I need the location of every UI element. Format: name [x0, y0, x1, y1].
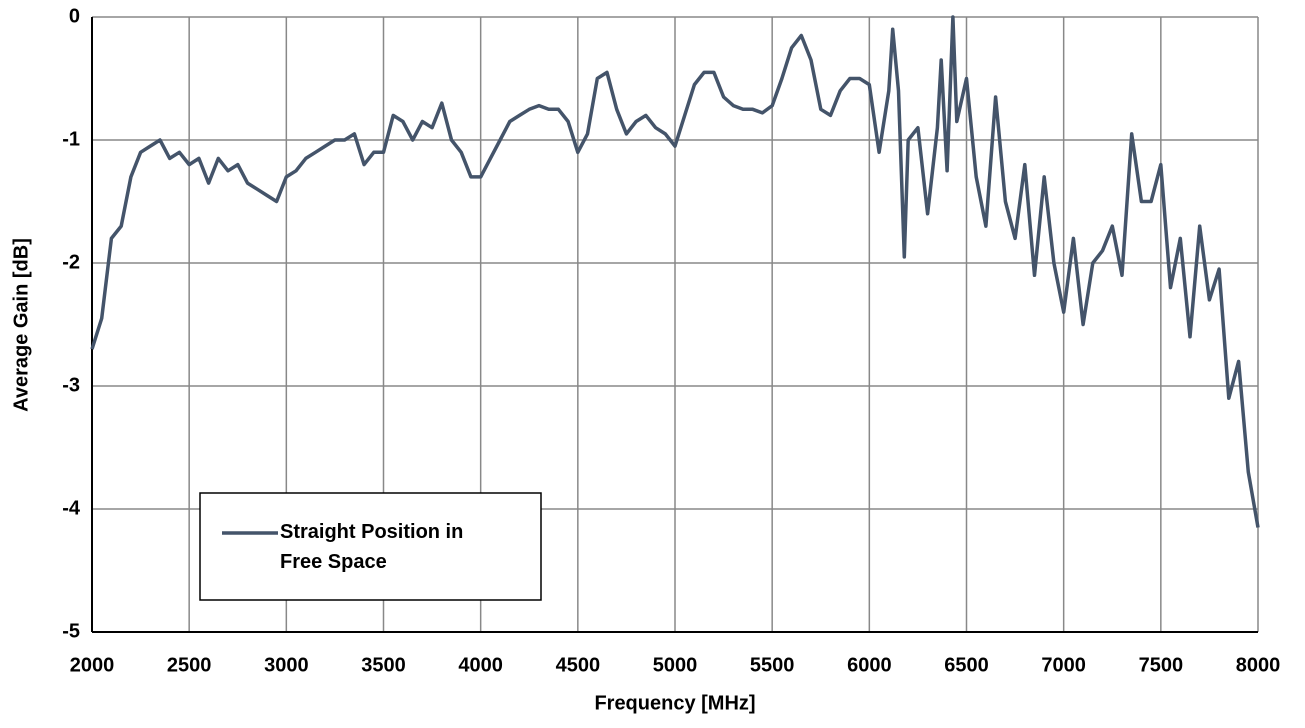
x-tick-label: 2000 — [70, 654, 115, 676]
data-line — [90, 15, 1260, 528]
y-tick-label: -1 — [62, 128, 80, 150]
x-tick-label: 6500 — [944, 654, 989, 676]
x-tick-label: 4000 — [458, 654, 503, 676]
legend-box — [199, 492, 542, 601]
y-tick-label: -3 — [62, 374, 80, 396]
legend-label: Straight Position in Free Space — [280, 521, 463, 573]
x-tick-label: 4500 — [556, 654, 601, 676]
x-tick-label: 6000 — [847, 654, 892, 676]
y-tick-label: 0 — [69, 5, 80, 27]
x-tick-label: 8000 — [1236, 654, 1281, 676]
x-tick-label: 5000 — [653, 654, 698, 676]
x-tick-label: 7500 — [1139, 654, 1184, 676]
y-tick-label: -5 — [62, 620, 80, 642]
x-tick-label: 3500 — [361, 654, 406, 676]
x-axis-label: Frequency [MHz] — [594, 692, 755, 714]
y-axis-label: Average Gain [dB] — [10, 238, 32, 412]
x-tick-label: 2500 — [167, 654, 212, 676]
y-tick-label: -2 — [62, 251, 80, 273]
x-tick-label: 7000 — [1041, 654, 1086, 676]
x-tick-label: 3000 — [264, 654, 309, 676]
y-tick-label: -4 — [62, 497, 81, 519]
x-tick-label: 5500 — [750, 654, 795, 676]
